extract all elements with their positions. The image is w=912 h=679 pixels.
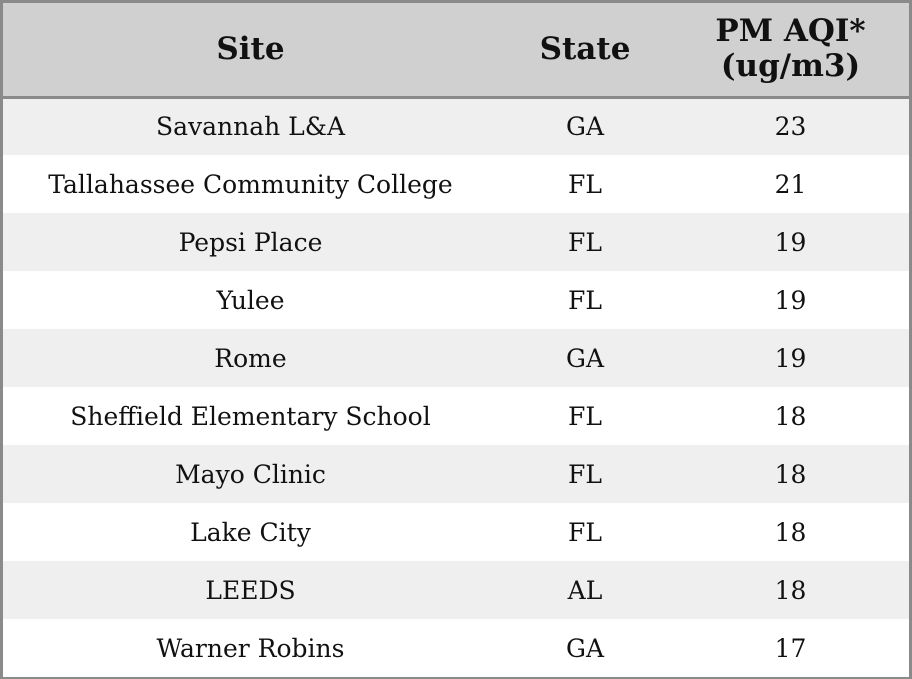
cell-state: FL bbox=[568, 517, 602, 547]
cell-site: Warner Robins bbox=[156, 633, 345, 663]
cell-state: GA bbox=[565, 112, 605, 142]
cell-site: Yulee bbox=[216, 285, 285, 315]
pm-aqi-table: Site State PM AQI* (ug/m3) Savannah L&A G… bbox=[3, 3, 909, 677]
cell-pm-aqi: 21 bbox=[774, 169, 807, 199]
cell-site: Lake City bbox=[190, 517, 311, 547]
table-row: Sheffield Elementary School FL 18 bbox=[3, 387, 909, 445]
cell-state: FL bbox=[568, 169, 602, 199]
cell-site: Mayo Clinic bbox=[175, 459, 326, 489]
table-row: Savannah L&A GA 23 bbox=[3, 97, 909, 155]
cell-site: Tallahassee Community College bbox=[48, 169, 453, 199]
cell-site: Pepsi Place bbox=[178, 227, 323, 257]
cell-pm-aqi: 18 bbox=[774, 575, 807, 605]
cell-state: GA bbox=[565, 633, 605, 663]
header-row: Site State PM AQI* (ug/m3) bbox=[3, 3, 909, 97]
cell-state: FL bbox=[568, 227, 602, 257]
cell-pm-aqi: 19 bbox=[774, 227, 807, 257]
table-row: Tallahassee Community College FL 21 bbox=[3, 155, 909, 213]
cell-pm-aqi: 18 bbox=[774, 401, 807, 431]
table-body: Savannah L&A GA 23 Tallahassee Community Co… bbox=[3, 97, 909, 677]
cell-pm-aqi: 18 bbox=[774, 517, 807, 547]
header-state-label: State bbox=[539, 30, 631, 67]
cell-site: Rome bbox=[214, 343, 287, 373]
table-row: Mayo Clinic FL 18 bbox=[3, 445, 909, 503]
cell-pm-aqi: 19 bbox=[774, 285, 807, 315]
cell-state: GA bbox=[565, 343, 605, 373]
table-row: Lake City FL 18 bbox=[3, 503, 909, 561]
cell-site: Sheffield Elementary School bbox=[70, 401, 431, 431]
cell-state: FL bbox=[568, 401, 602, 431]
cell-pm-aqi: 18 bbox=[774, 459, 807, 489]
cell-state: AL bbox=[567, 575, 603, 605]
table-row: Pepsi Place FL 19 bbox=[3, 213, 909, 271]
table-header: Site State PM AQI* (ug/m3) bbox=[3, 3, 909, 97]
cell-pm-aqi: 19 bbox=[774, 343, 807, 373]
table-row: Warner Robins GA 17 bbox=[3, 619, 909, 677]
cell-state: FL bbox=[568, 459, 602, 489]
header-pm-aqi-unit: (ug/m3) bbox=[720, 48, 861, 85]
header-site: Site bbox=[3, 3, 498, 97]
table-row: Rome GA 19 bbox=[3, 329, 909, 387]
cell-pm-aqi: 17 bbox=[774, 633, 807, 663]
cell-pm-aqi: 23 bbox=[774, 112, 807, 142]
header-site-label: Site bbox=[216, 30, 285, 67]
table-row: LEEDS AL 18 bbox=[3, 561, 909, 619]
cell-site: Savannah L&A bbox=[155, 112, 346, 142]
cell-state: FL bbox=[568, 285, 602, 315]
header-pm-aqi: PM AQI* (ug/m3) bbox=[672, 3, 909, 97]
table-row: Yulee FL 19 bbox=[3, 271, 909, 329]
header-state: State bbox=[498, 3, 672, 97]
header-pm-aqi-label: PM AQI* bbox=[715, 13, 866, 50]
cell-site: LEEDS bbox=[205, 575, 296, 605]
